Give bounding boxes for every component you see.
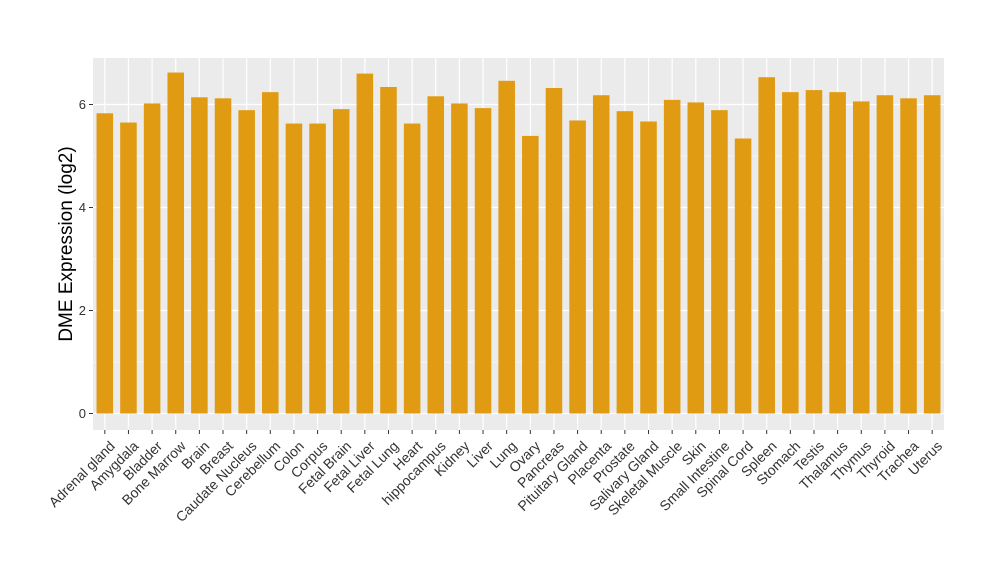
bar-prostate: [616, 111, 634, 414]
bar-salivary-gland: [640, 121, 657, 414]
y-tick-label: 4: [79, 200, 86, 215]
bar-cerebellum: [262, 92, 279, 414]
bar-placenta: [592, 95, 610, 414]
bar-breast: [214, 98, 232, 414]
bar-heart: [403, 123, 421, 414]
bar-amygdala: [120, 122, 137, 414]
bar-small-intestine: [711, 110, 728, 414]
bar-fetal-lung: [380, 86, 397, 414]
plot-panel: [93, 58, 944, 430]
y-tick-label: 0: [79, 406, 86, 421]
bar-bladder: [143, 103, 161, 414]
bar-ovary: [522, 135, 539, 414]
bar-spinal-cord: [734, 138, 752, 414]
bar-stomach: [782, 92, 799, 414]
bar-caudate-nucleus: [238, 110, 255, 414]
bar-kidney: [451, 103, 468, 414]
bar-thalamus: [829, 92, 846, 414]
bar-fetal-brain: [332, 109, 350, 414]
bar-spleen: [758, 77, 775, 414]
bar-hippocampus: [427, 96, 445, 414]
bar-thymus: [852, 101, 870, 414]
y-axis-title: DME Expression (log2): [56, 146, 77, 341]
bar-liver: [474, 108, 492, 414]
bar-corpus: [309, 123, 326, 414]
bar-pancreas: [545, 88, 563, 414]
bars: [96, 72, 941, 414]
bar-uterus: [923, 95, 941, 414]
bar-trachea: [900, 98, 917, 414]
bar-fetal-liver: [356, 73, 374, 414]
bar-adrenal-gland: [96, 113, 114, 414]
bar-skin: [687, 102, 705, 414]
y-axis: 0 2 4 6: [79, 97, 93, 421]
bar-lung: [498, 80, 515, 414]
y-tick-label: 2: [79, 303, 86, 318]
bar-bone-marrow: [167, 72, 185, 414]
bar-brain: [191, 97, 208, 414]
bar-testis: [805, 90, 823, 414]
bar-thyroid: [876, 95, 894, 414]
bar-colon: [285, 123, 303, 414]
bar-pituitary-gland: [569, 120, 586, 414]
y-tick-label: 6: [79, 97, 86, 112]
bar-skeletal-muscle: [663, 99, 681, 414]
